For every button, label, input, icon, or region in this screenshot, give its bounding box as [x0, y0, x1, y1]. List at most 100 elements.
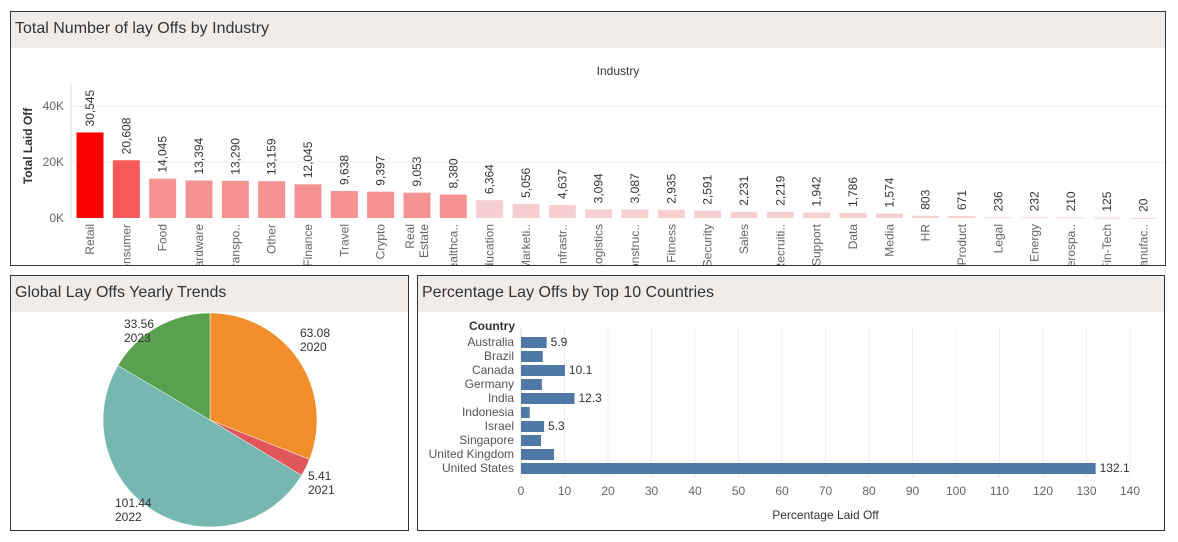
x-axis-title: Percentage Laid Off [772, 508, 879, 522]
industry-category-label: Real [403, 224, 417, 249]
country-panel-header: Percentage Lay Offs by Top 10 Countries [418, 276, 1164, 312]
industry-bar [875, 213, 903, 218]
industry-bar [948, 216, 976, 218]
industry-bar [548, 205, 576, 218]
industry-category-label: Logistics [592, 224, 606, 266]
industry-category-label: Consumer [119, 224, 133, 266]
industry-value-label: 232 [1028, 191, 1042, 211]
country-label: Canada [472, 363, 514, 377]
industry-value-label: 5,056 [519, 167, 533, 197]
industry-bar [512, 203, 540, 218]
industry-category-label: Marketi.. [519, 224, 533, 266]
x-tick-label: 60 [775, 484, 789, 498]
industry-value-label: 236 [991, 191, 1005, 211]
x-tick-label: 130 [1076, 484, 1096, 498]
country-chart-panel: Percentage Lay Offs by Top 10 Countries … [417, 275, 1165, 531]
industry-value-label: 14,045 [156, 136, 170, 173]
country-bar [521, 435, 542, 446]
industry-bar [1093, 217, 1121, 219]
industry-category-label: Construc.. [628, 224, 642, 266]
industry-value-label: 12,045 [301, 141, 315, 178]
industry-value-label: 4,637 [555, 169, 569, 199]
industry-category-label: Travel [337, 224, 351, 257]
country-label: Germany [465, 377, 514, 391]
industry-category-label: Aerospa.. [1064, 224, 1078, 266]
industry-bar [330, 191, 358, 218]
country-bar [521, 351, 543, 362]
country-label: United Kingdom [429, 447, 514, 461]
industry-category-label: Legal [991, 224, 1005, 253]
industry-value-label: 9,397 [374, 155, 388, 185]
industry-bar [657, 209, 685, 218]
industry-category-label: Crypto [374, 224, 388, 260]
industry-category-label: Product [955, 223, 969, 265]
country-label: Singapore [459, 433, 514, 447]
y-tick-label: 40K [43, 99, 64, 113]
industry-bar [258, 181, 286, 218]
industry-value-label: 2,219 [773, 175, 787, 205]
industry-category-label: Education [483, 224, 497, 266]
country-label: Australia [467, 335, 514, 349]
industry-category-label: Finance [301, 224, 315, 266]
country-panel-title: Percentage Lay Offs by Top 10 Countries [422, 284, 715, 301]
pie-year-label: 2021 [308, 483, 335, 497]
industry-value-label: 2,935 [664, 173, 678, 203]
industry-value-label: 3,094 [592, 173, 606, 203]
country-label: Indonesia [462, 405, 514, 419]
industry-value-label: 2,231 [737, 175, 751, 205]
industry-value-label: 210 [1064, 191, 1078, 211]
pie-year-label: 2023 [124, 331, 151, 345]
industry-category-label: Fitness [664, 224, 678, 263]
country-bar [521, 337, 547, 348]
industry-value-label: 13,290 [228, 138, 242, 175]
country-value-label: 132.1 [1100, 461, 1130, 475]
industry-bar [294, 184, 322, 218]
country-value-label: 12.3 [579, 391, 603, 405]
x-tick-label: 40 [688, 484, 702, 498]
country-value-label: 10.1 [569, 363, 593, 377]
country-value-label: 5.3 [548, 419, 565, 433]
x-tick-label: 30 [645, 484, 659, 498]
country-value-label: 5.9 [551, 335, 568, 349]
industry-value-label: 1,786 [846, 177, 860, 207]
industry-category-label: Sales [737, 224, 751, 254]
industry-bar [803, 212, 831, 218]
industry-category-label: Food [156, 224, 170, 251]
industry-bar [766, 211, 794, 218]
industry-value-label: 803 [919, 189, 933, 209]
country-bar [521, 365, 565, 376]
x-axis-title: Industry [597, 64, 640, 78]
industry-bar [912, 215, 940, 218]
industry-category-label: Media [882, 224, 896, 257]
industry-value-label: 6,364 [483, 164, 497, 194]
yearly-panel-title: Global Lay Offs Yearly Trends [15, 284, 227, 301]
x-tick-label: 140 [1120, 484, 1140, 498]
industry-bar [1057, 217, 1085, 219]
industry-value-label: 1,574 [882, 177, 896, 207]
industry-category-label: Energy [1028, 224, 1042, 262]
industry-bar [185, 180, 213, 218]
x-tick-label: 50 [732, 484, 746, 498]
industry-category-label: Recruiti.. [773, 224, 787, 266]
industry-category-label: Hardware [192, 224, 206, 266]
x-tick-label: 120 [1033, 484, 1053, 498]
industry-bar [221, 180, 249, 218]
y-axis-title: Total Laid Off [21, 107, 35, 184]
country-label: Brazil [484, 349, 514, 363]
industry-value-label: 30,545 [83, 89, 97, 126]
industry-value-label: 13,159 [265, 138, 279, 175]
industry-bar [585, 209, 613, 218]
country-label: Israel [485, 419, 514, 433]
industry-category-label: Retail [83, 224, 97, 255]
industry-value-label: 8,380 [446, 158, 460, 188]
industry-value-label: 3,087 [628, 173, 642, 203]
industry-value-label: 1,942 [810, 176, 824, 206]
industry-bar [1130, 217, 1158, 219]
industry-bar [112, 160, 140, 218]
x-tick-label: 90 [906, 484, 920, 498]
industry-bar [621, 209, 649, 218]
pie-slice [102, 365, 302, 528]
industry-category-label: Data [846, 224, 860, 250]
